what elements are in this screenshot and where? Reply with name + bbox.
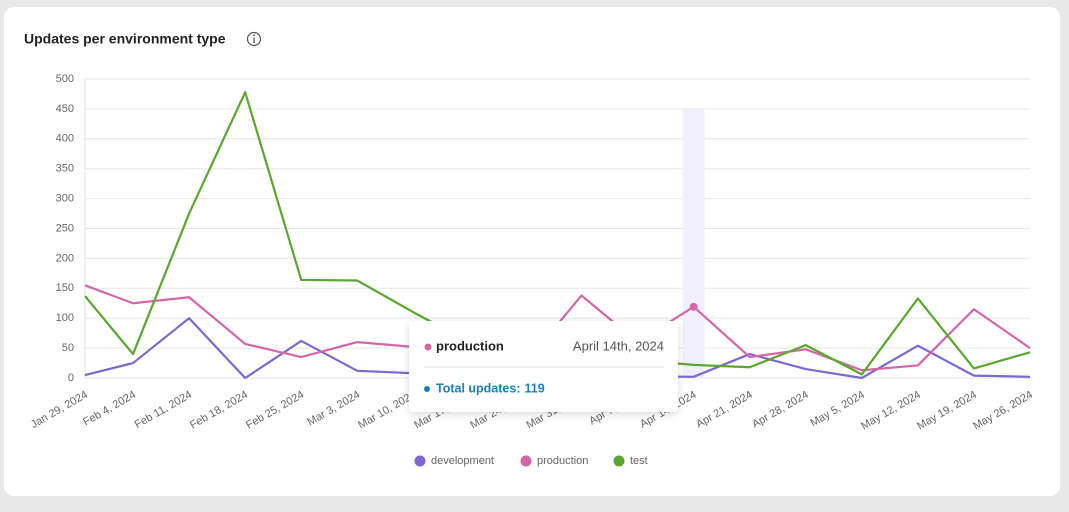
x-tick-label: Jan 29, 2024	[29, 389, 90, 431]
x-tick-label: Mar 3, 2024	[305, 389, 362, 429]
legend-label: development	[431, 455, 494, 467]
tooltip-total-marker	[424, 386, 430, 392]
card	[4, 7, 1060, 496]
y-tick-label: 50	[62, 342, 74, 354]
y-tick-label: 100	[56, 312, 74, 324]
x-tick-label: Apr 21, 2024	[694, 389, 755, 431]
tooltip-total-label: Total updates:	[436, 381, 521, 395]
x-tick-label: Feb 25, 2024	[244, 389, 306, 432]
y-tick-label: 250	[56, 222, 74, 234]
y-tick-label: 500	[56, 73, 74, 85]
y-tick-label: 450	[56, 103, 74, 115]
x-tick-label: Feb 11, 2024	[133, 389, 194, 431]
x-tick-label: Apr 28, 2024	[750, 389, 811, 431]
tooltip-marker	[424, 343, 432, 351]
legend-label: production	[537, 455, 588, 467]
legend-marker	[520, 455, 532, 467]
x-tick-label: Feb 18, 2024	[188, 389, 250, 432]
tooltip-date: April 14th, 2024	[573, 338, 664, 353]
hover-point	[689, 302, 698, 311]
y-tick-label: 300	[56, 193, 74, 205]
tooltip-series: production	[436, 338, 504, 353]
y-tick-label: 400	[56, 133, 74, 145]
x-tick-label: May 5, 2024	[808, 389, 866, 430]
y-tick-label: 0	[68, 372, 74, 384]
tooltip-total-value: 119	[525, 381, 545, 395]
y-tick-label: 200	[56, 252, 74, 264]
chart-title: Updates per environment type	[24, 31, 226, 47]
tooltip: production April 14th, 2024 Total updates:…	[409, 321, 678, 412]
hover-band	[682, 109, 705, 378]
legend-marker	[613, 455, 625, 467]
x-tick-label: May 12, 2024	[859, 389, 923, 433]
x-tick-label: May 19, 2024	[915, 389, 979, 433]
y-tick-label: 150	[56, 282, 74, 294]
x-tick-label: Feb 4, 2024	[81, 389, 138, 429]
x-tick-label: Mar 10, 2024	[356, 389, 418, 432]
legend-label: test	[630, 455, 648, 467]
y-tick-label: 350	[56, 163, 74, 175]
legend-marker	[414, 455, 426, 467]
x-tick-label: May 26, 2024	[971, 389, 1035, 433]
info-icon[interactable]	[246, 31, 262, 47]
